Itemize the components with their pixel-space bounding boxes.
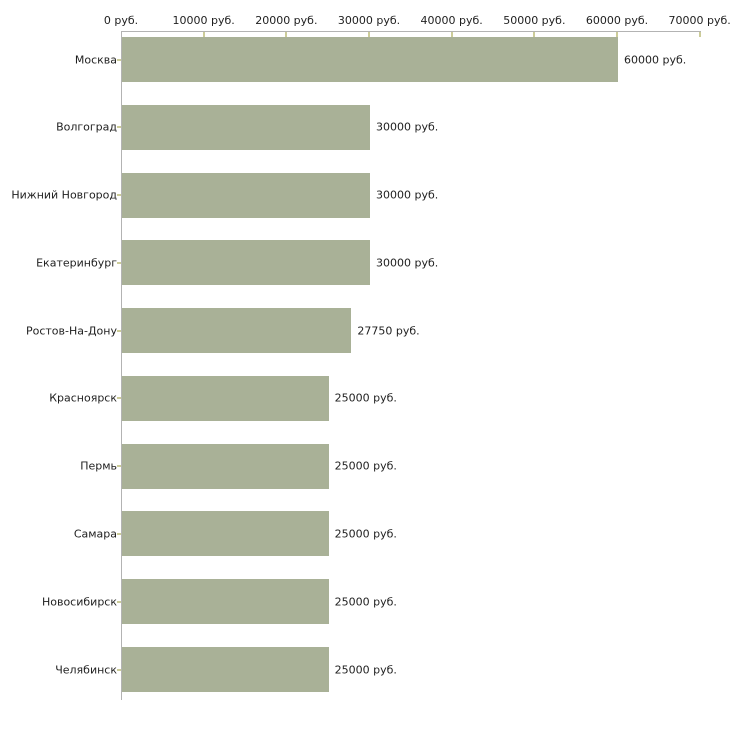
x-axis-tick-label: 0 руб. xyxy=(103,14,139,27)
bar xyxy=(122,647,329,693)
y-axis-tick xyxy=(117,194,121,197)
bar xyxy=(122,37,618,82)
value-label: 30000 руб. xyxy=(376,188,439,202)
y-axis-tick xyxy=(117,126,121,129)
category-label: Красноярск xyxy=(49,391,117,405)
bar xyxy=(122,104,370,150)
value-label: 25000 руб. xyxy=(334,663,397,677)
value-label: 60000 руб. xyxy=(624,53,687,66)
category-label: Москва xyxy=(74,53,117,66)
bar xyxy=(122,375,329,421)
x-axis-tick-label: 40000 руб. xyxy=(420,14,483,27)
value-label: 25000 руб. xyxy=(334,595,397,609)
y-axis-tick xyxy=(117,465,121,468)
category-label: Самара xyxy=(73,527,117,541)
y-axis-tick xyxy=(117,329,121,332)
x-axis-tick xyxy=(533,32,536,37)
category-label: Екатеринбург xyxy=(36,256,117,270)
category-label: Нижний Новгород xyxy=(11,188,117,202)
value-label: 27750 руб. xyxy=(357,324,420,338)
x-axis-tick-label: 50000 руб. xyxy=(503,14,566,27)
x-axis-tick xyxy=(616,32,618,37)
value-label: 30000 руб. xyxy=(376,120,439,134)
y-axis-tick xyxy=(117,668,121,671)
bar xyxy=(122,579,329,625)
x-axis-tick-label: 70000 руб. xyxy=(668,14,730,27)
x-axis-tick-label: 60000 руб. xyxy=(585,14,649,27)
value-label: 25000 руб. xyxy=(334,391,397,405)
category-label: Волгоград xyxy=(56,120,117,134)
x-axis-tick xyxy=(285,32,288,37)
x-axis-tick xyxy=(368,32,370,37)
x-axis-line xyxy=(121,31,701,32)
x-axis-tick-label: 30000 руб. xyxy=(337,14,401,27)
x-axis-tick-label: 20000 руб. xyxy=(255,14,318,27)
y-axis-tick xyxy=(117,600,121,603)
y-axis-tick xyxy=(117,532,121,535)
x-axis-tick-label: 10000 руб. xyxy=(172,14,235,27)
y-axis-tick xyxy=(117,261,121,264)
y-axis-tick xyxy=(117,397,121,400)
category-label: Пермь xyxy=(80,459,117,473)
value-label: 30000 руб. xyxy=(376,256,439,270)
category-label: Ростов-На-Дону xyxy=(25,324,117,338)
bar xyxy=(122,308,352,354)
bar xyxy=(122,240,370,286)
bar xyxy=(122,443,329,489)
y-axis-line xyxy=(121,31,122,700)
x-axis-tick xyxy=(202,32,205,37)
x-axis-tick xyxy=(698,32,701,37)
bar xyxy=(122,172,370,218)
value-label: 25000 руб. xyxy=(334,527,397,541)
category-label: Новосибирск xyxy=(41,595,117,609)
y-axis-tick xyxy=(117,58,121,61)
value-label: 25000 руб. xyxy=(334,459,397,473)
category-label: Челябинск xyxy=(55,663,117,677)
bar xyxy=(122,511,329,557)
x-axis-tick xyxy=(450,32,453,37)
